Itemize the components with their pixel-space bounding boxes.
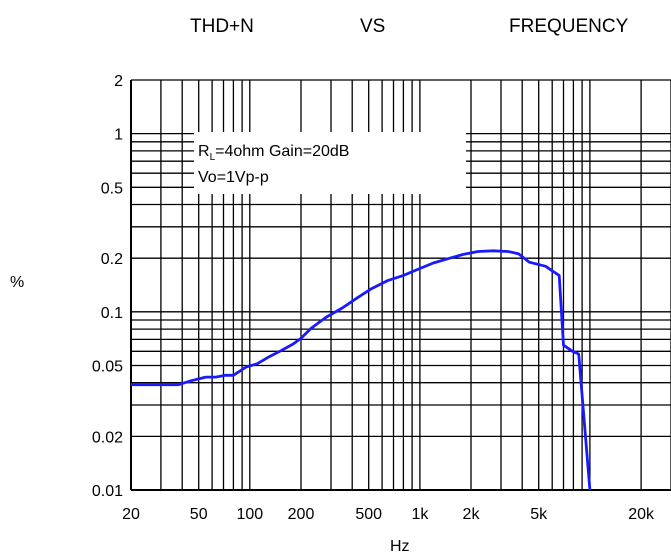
series-group bbox=[131, 249, 592, 491]
x-tick-label: 500 bbox=[355, 506, 382, 523]
y-tick-label: 0.1 bbox=[101, 305, 123, 322]
y-axis-label: % bbox=[10, 274, 25, 291]
y-tick-label: 2 bbox=[114, 73, 123, 90]
chart-title-thd: THD+N bbox=[190, 16, 254, 37]
thd-series-line bbox=[131, 249, 592, 491]
y-tick-label: 0.5 bbox=[101, 180, 123, 197]
chart-title-frequency: FREQUENCY bbox=[509, 16, 629, 37]
annotation-box bbox=[194, 132, 466, 194]
y-tick-label: 0.02 bbox=[92, 429, 123, 446]
tick-labels: 20 50 100 200 500 1k 2k 5k 20k 0.01 0.02 0.05 0.1 0.2… bbox=[92, 73, 655, 523]
x-tick-label: 5k bbox=[530, 506, 548, 523]
x-tick-label: 20 bbox=[122, 506, 140, 523]
x-tick-label: 50 bbox=[190, 506, 208, 523]
y-tick-label: 0.01 bbox=[92, 483, 123, 500]
y-tick-label: 1 bbox=[114, 127, 123, 144]
x-tick-label: 20k bbox=[628, 506, 655, 523]
annotation-r-subscript: L bbox=[209, 152, 216, 164]
x-tick-label: 200 bbox=[288, 506, 315, 523]
y-tick-label: 0.2 bbox=[101, 251, 123, 268]
annotation-line1: RL=4ohm Gain=20dB bbox=[198, 143, 349, 163]
annotation-load-gain: =4ohm Gain=20dB bbox=[215, 143, 350, 160]
y-tick-label: 0.05 bbox=[92, 359, 123, 376]
x-tick-label: 2k bbox=[463, 506, 481, 523]
annotation-line2: Vo=1Vp-p bbox=[198, 169, 269, 186]
x-axis-label: Hz bbox=[390, 538, 410, 555]
x-tick-label: 100 bbox=[236, 506, 263, 523]
annotation-r: R bbox=[198, 143, 210, 160]
chart-title-vs: VS bbox=[360, 16, 386, 37]
x-tick-label: 1k bbox=[411, 506, 429, 523]
